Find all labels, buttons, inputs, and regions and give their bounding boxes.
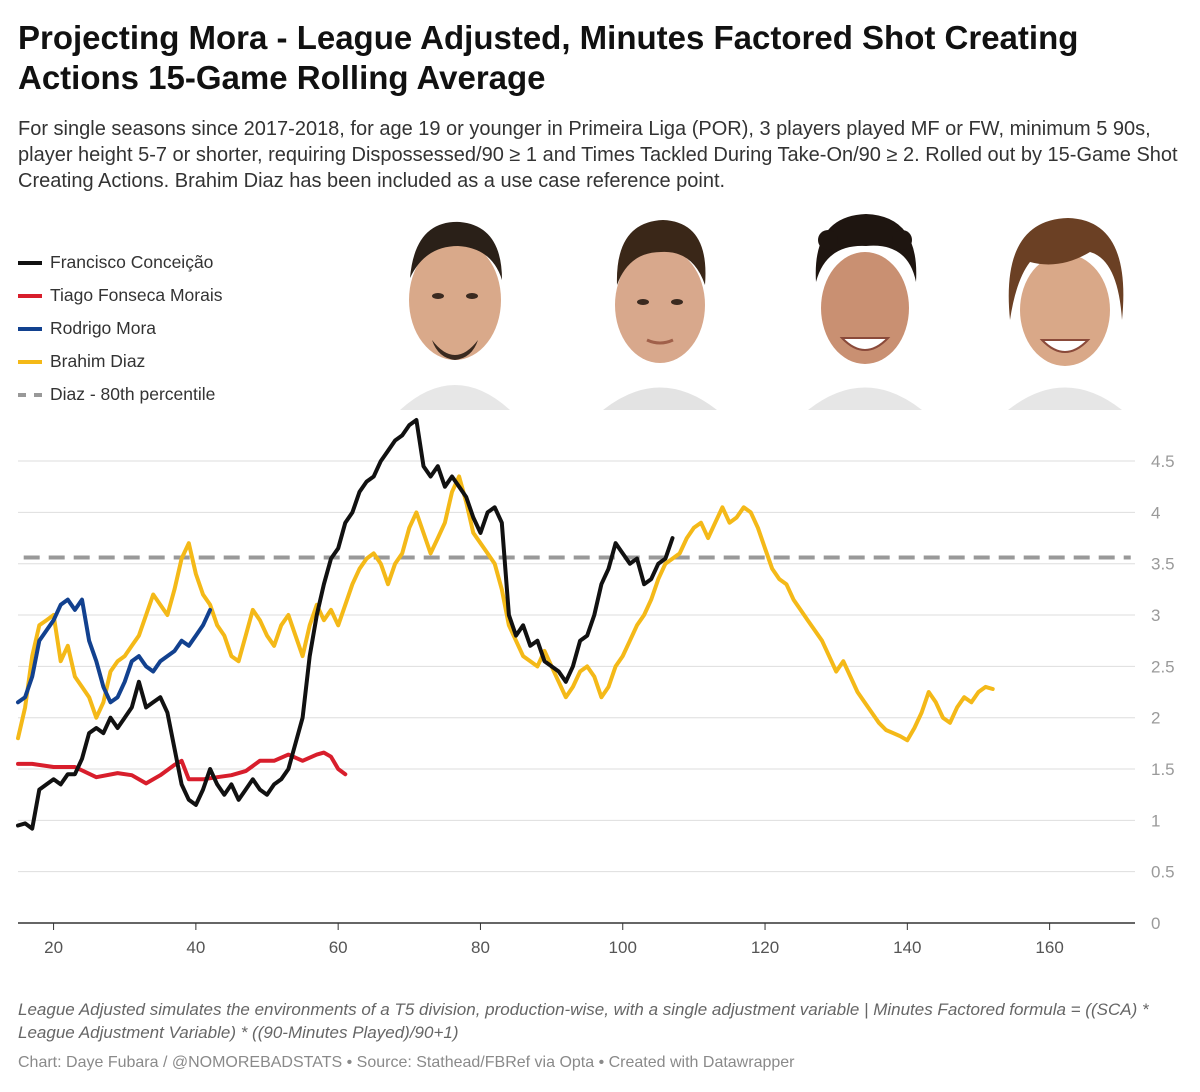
legend-item-brahim: Brahim Diaz <box>18 345 358 378</box>
x-tick-label: 60 <box>329 938 348 957</box>
legend-swatch-rodrigo <box>18 326 42 331</box>
x-tick-label: 160 <box>1035 938 1063 957</box>
y-tick-label: 2.5 <box>1151 657 1175 676</box>
series-line-tiago-fonseca-morais <box>16 750 348 786</box>
legend-swatch-brahim <box>18 359 42 364</box>
y-tick-label: 1 <box>1151 811 1160 830</box>
series-line-rodrigo-mora <box>16 597 213 705</box>
legend-item-rodrigo: Rodrigo Mora <box>18 312 358 345</box>
player-photo-3 <box>790 200 940 410</box>
y-tick-label: 2 <box>1151 709 1160 728</box>
player-photo-2 <box>585 200 735 410</box>
series-line-francisco-concei-o <box>16 418 675 831</box>
y-tick-label: 0.5 <box>1151 863 1175 882</box>
y-tick-label: 3 <box>1151 606 1160 625</box>
player-photo-4 <box>990 200 1140 410</box>
chart-notes: League Adjusted simulates the environmen… <box>18 1000 1149 1042</box>
player-photos <box>380 200 1160 410</box>
x-tick-label: 20 <box>44 938 63 957</box>
legend-item-francisco: Francisco Conceição <box>18 246 358 279</box>
y-tick-label: 0 <box>1151 914 1160 933</box>
legend-label: Rodrigo Mora <box>50 318 157 338</box>
legend-item-tiago: Tiago Fonseca Morais <box>18 279 358 312</box>
chart-credits: Chart: Daye Fubara / @NOMOREBADSTATS • S… <box>18 1054 795 1071</box>
legend-label: Tiago Fonseca Morais <box>50 285 223 305</box>
x-tick-label: 80 <box>471 938 490 957</box>
legend: Francisco Conceição Tiago Fonseca Morais… <box>18 246 358 411</box>
x-tick-label: 120 <box>751 938 779 957</box>
x-tick-label: 100 <box>609 938 637 957</box>
legend-label: Francisco Conceição <box>50 252 214 272</box>
x-tick-label: 40 <box>186 938 205 957</box>
legend-item-reference: Diaz - 80th percentile <box>18 378 358 411</box>
series-line-brahim-diaz <box>16 474 995 743</box>
x-tick-label: 140 <box>893 938 921 957</box>
y-tick-label: 4 <box>1151 503 1160 522</box>
y-tick-label: 4.5 <box>1151 452 1175 471</box>
legend-swatch-francisco <box>18 260 42 265</box>
y-tick-label: 3.5 <box>1151 555 1175 574</box>
legend-swatch-tiago <box>18 293 42 298</box>
legend-label: Brahim Diaz <box>50 351 146 371</box>
legend-label: Diaz - 80th percentile <box>50 384 216 404</box>
chart-subtitle: For single seasons since 2017-2018, for … <box>18 118 1178 192</box>
line-chart: 0 0.5 1 1.5 2 2.5 3 3.5 4 4.5 20 40 60 80 100 120 140 160 <box>16 418 1175 957</box>
y-tick-label: 1.5 <box>1151 760 1175 779</box>
player-photo-1 <box>380 200 530 410</box>
legend-swatch-reference <box>18 392 42 397</box>
chart-title: Projecting Mora - League Adjusted, Minut… <box>18 19 1079 96</box>
